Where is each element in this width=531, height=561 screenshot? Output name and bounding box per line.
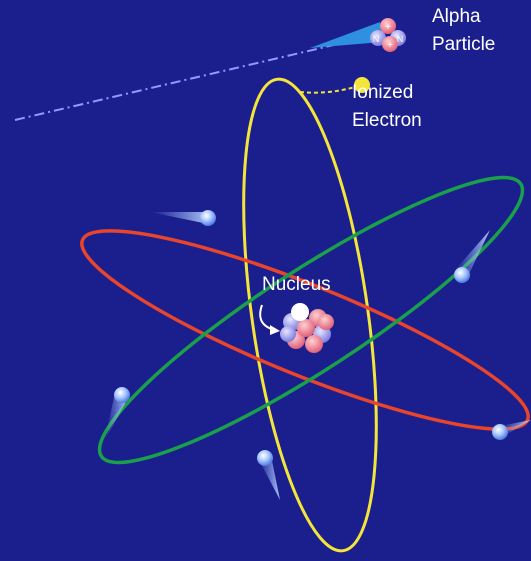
alpha-symbol: + — [387, 40, 393, 51]
alpha-symbol: N — [397, 34, 404, 44]
alpha-symbol: N — [373, 34, 380, 44]
alpha-symbol: + — [385, 22, 391, 33]
label: Alpha — [432, 6, 481, 27]
atom-diagram: + N N + Alpha Particle Ionized Electron … — [0, 0, 531, 561]
label: Nucleus — [262, 274, 331, 295]
label: Ionized — [352, 82, 413, 103]
label: Electron — [352, 110, 422, 131]
label: Particle — [432, 34, 495, 55]
